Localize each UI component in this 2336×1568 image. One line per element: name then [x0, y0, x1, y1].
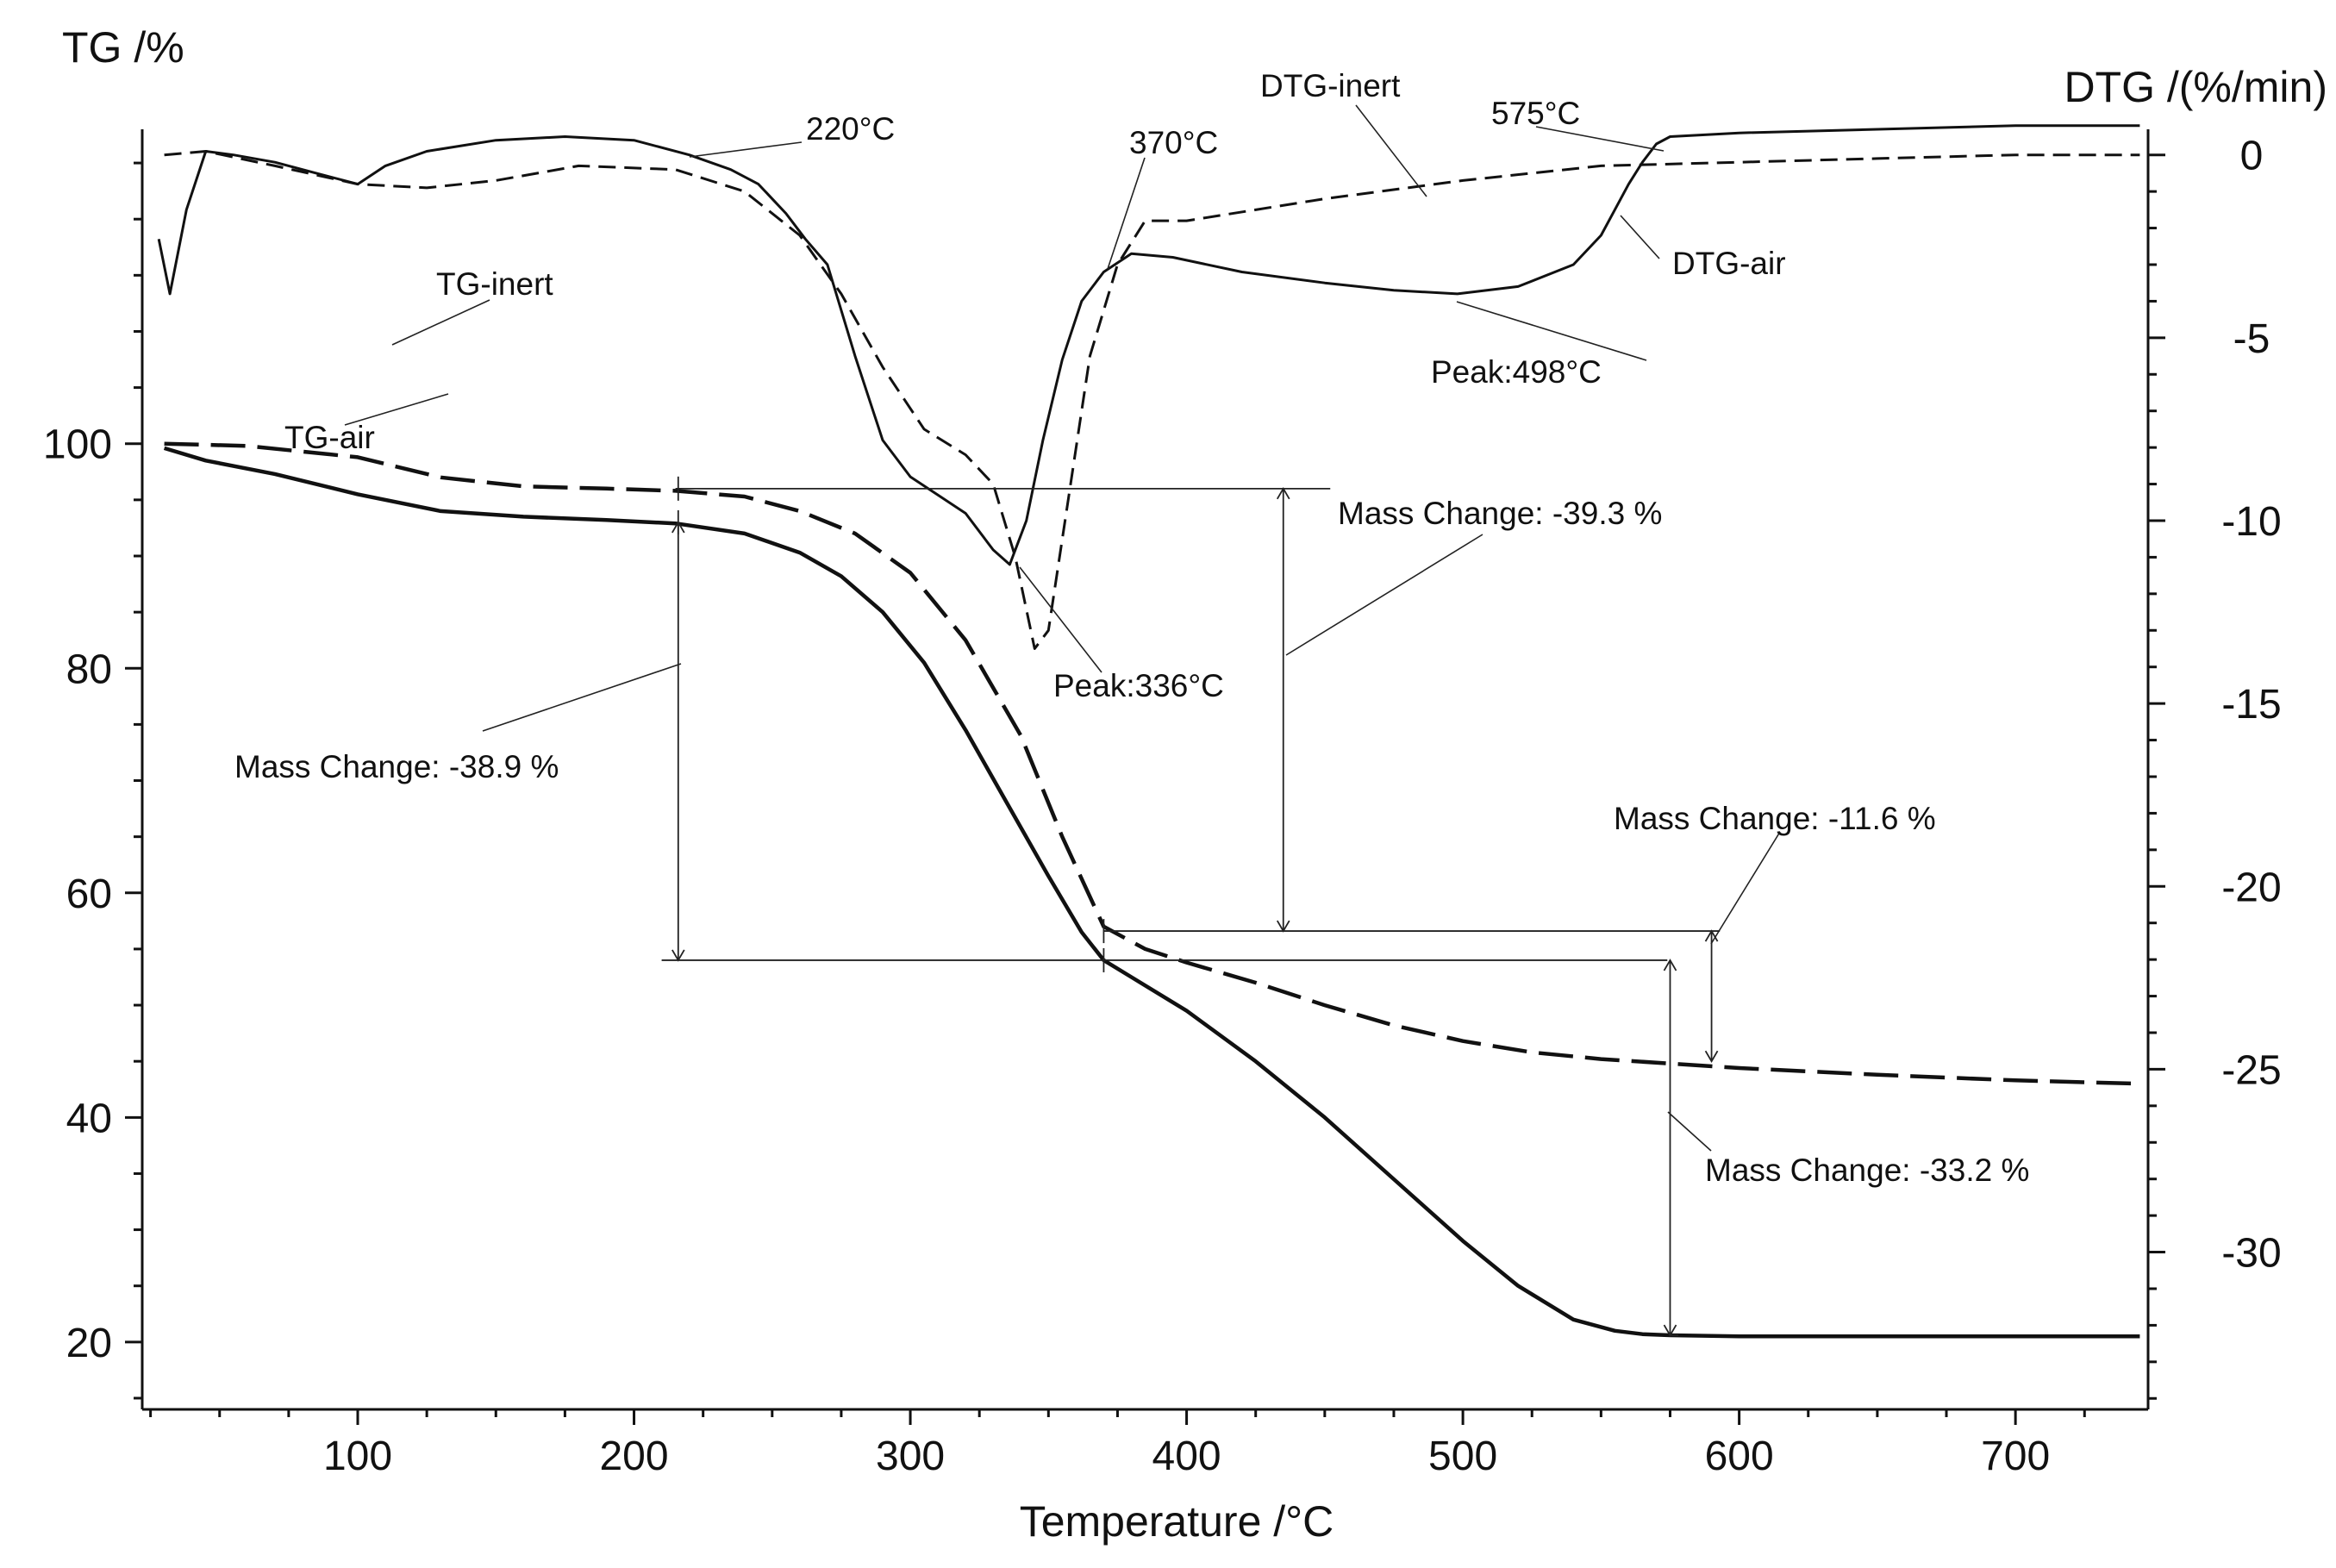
x-tick-label-700: 700	[1981, 1434, 2050, 1479]
leader-mass-33-2	[1667, 1111, 1712, 1152]
arrow-mass-inert-1-head-bottom	[1276, 920, 1290, 933]
leader-peak-336	[1019, 566, 1102, 673]
y-left-tick-label-40: 40	[66, 1096, 112, 1141]
annotation-mass-33-2: Mass Change: -33.2 %	[1705, 1153, 2029, 1188]
y-left-axis-title: TG /%	[62, 23, 184, 72]
annotations: TG-inert TG-air 220°C DTG-inert 370°C 57…	[234, 68, 2029, 1188]
arrow-mass-air-2-head-bottom	[1663, 1324, 1677, 1337]
y-left-tick-label-20: 20	[66, 1321, 112, 1366]
leader-575	[1535, 126, 1665, 152]
annotation-575: 575°C	[1491, 96, 1580, 131]
leader-tg-inert	[391, 299, 490, 346]
x-tick-label-500: 500	[1428, 1434, 1497, 1479]
x-tick-label-100: 100	[323, 1434, 392, 1479]
leader-370	[1107, 157, 1146, 270]
x-tick-label-600: 600	[1705, 1434, 1774, 1479]
leader-dtg-inert	[1355, 104, 1427, 197]
y-right-tick-label--25: -25	[2221, 1047, 2281, 1093]
annotation-mass-38-9: Mass Change: -38.9 %	[234, 749, 559, 784]
leader-220	[689, 141, 803, 158]
y-left-tick-label-60: 60	[66, 871, 112, 917]
arrow-mass-inert-2-head-top	[1704, 929, 1719, 942]
annotation-peak-336: Peak:336°C	[1053, 668, 1224, 703]
x-axis-title: Temperature /°C	[1020, 1497, 1334, 1546]
leader-dtg-air	[1620, 215, 1660, 259]
y-right-axis-title: DTG /(%/min)	[2064, 63, 2327, 111]
series-tg-air-line	[163, 446, 2140, 1339]
y-left-tick-label-100: 100	[43, 422, 112, 468]
series-tg-inert-line	[164, 441, 2140, 1086]
tick-label-layer: 100 200 300 400 500 600 700 20 40 60 80 100 0 -5 -10 -1…	[43, 134, 2282, 1479]
series-dtg-air-line	[157, 124, 2140, 566]
marker-layer	[661, 476, 1721, 1337]
annotation-tg-air: TG-air	[284, 420, 375, 455]
series-layer	[157, 124, 2140, 1339]
leader-mass-38-9	[482, 663, 682, 732]
y-right-tick-label-0: 0	[2240, 134, 2264, 179]
x-tick-label-400: 400	[1152, 1434, 1221, 1479]
annotation-peak-498: Peak:498°C	[1431, 354, 1602, 390]
y-right-tick-label--10: -10	[2221, 499, 2281, 545]
tick-layer	[125, 153, 2165, 1425]
y-right-tick-label--15: -15	[2221, 682, 2281, 728]
arrow-mass-air-2-head-top	[1663, 959, 1677, 971]
leader-lines	[344, 104, 1781, 1152]
annotation-mass-11-6: Mass Change: -11.6 %	[1614, 801, 1936, 836]
annotation-370: 370°C	[1129, 125, 1218, 160]
arrow-mass-inert-2-head-bottom	[1704, 1050, 1719, 1063]
arrow-mass-air-1-head-bottom	[671, 949, 685, 962]
annotation-220: 220°C	[806, 111, 895, 147]
y-right-tick-label--30: -30	[2221, 1231, 2281, 1277]
arrow-mass-inert-1-head-top	[1276, 487, 1290, 500]
annotation-dtg-air: DTG-air	[1672, 246, 1786, 281]
y-left-tick-label-80: 80	[66, 647, 112, 692]
y-right-tick-label--5: -5	[2233, 316, 2270, 362]
annotation-dtg-inert: DTG-inert	[1260, 68, 1401, 103]
x-tick-label-200: 200	[599, 1434, 668, 1479]
leader-tg-air	[344, 393, 449, 426]
annotation-mass-39-3: Mass Change: -39.3 %	[1338, 496, 1662, 531]
x-tick-label-300: 300	[876, 1434, 945, 1479]
leader-peak-498	[1456, 301, 1647, 361]
series-dtg-inert-line	[164, 150, 2140, 650]
leader-mass-39-3	[1285, 534, 1483, 656]
y-right-tick-label--20: -20	[2221, 865, 2281, 910]
leader-mass-11-6	[1710, 831, 1781, 945]
annotation-tg-inert: TG-inert	[436, 266, 553, 302]
